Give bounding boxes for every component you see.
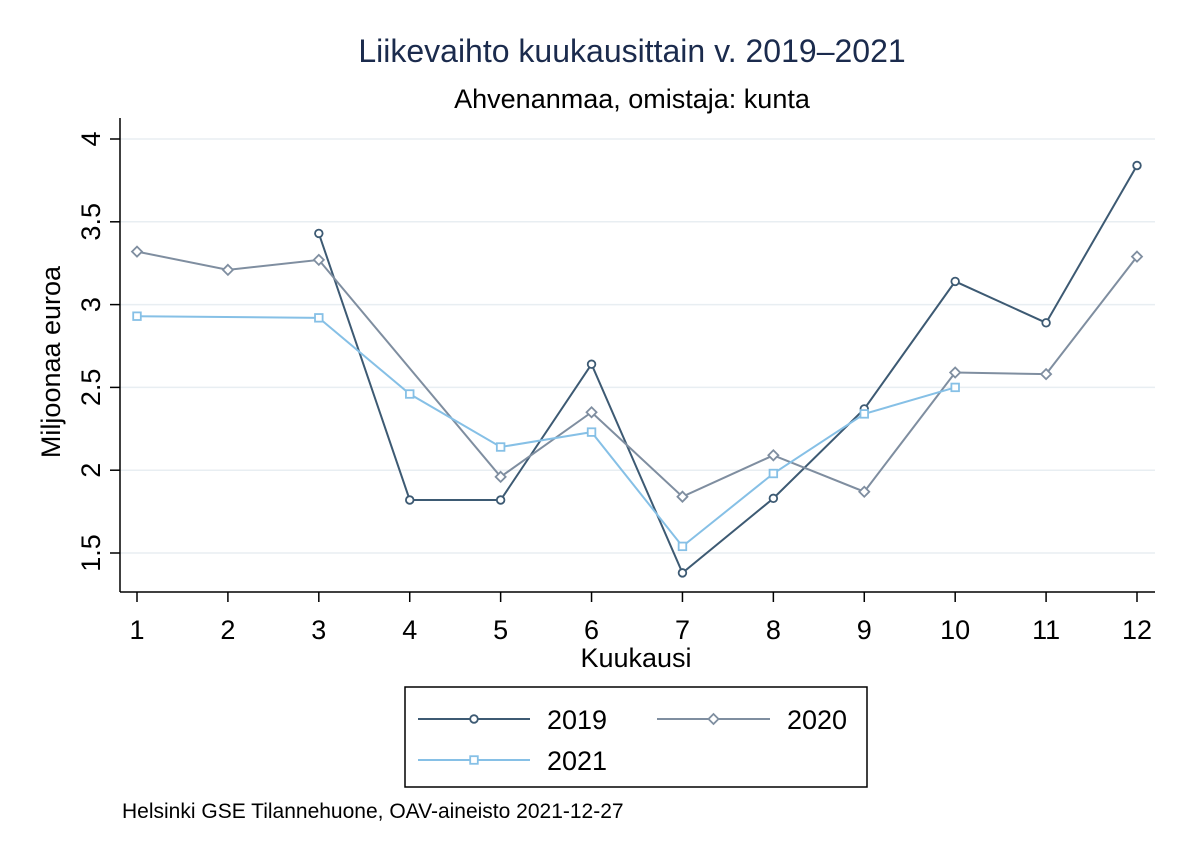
- x-tick-label: 6: [584, 615, 599, 645]
- y-tick-label: 3: [76, 297, 106, 312]
- data-point-2020: [221, 263, 235, 277]
- data-point-2020: [676, 490, 689, 503]
- chart-subtitle: Ahvenanmaa, omistaja: kunta: [454, 84, 811, 114]
- x-tick-label: 7: [675, 615, 690, 645]
- legend-marker-2020: [707, 712, 720, 726]
- series-line-2019: [317, 164, 1138, 575]
- y-tick-label: 2.5: [76, 369, 106, 407]
- x-axis-title: Kuukausi: [580, 643, 691, 673]
- legend-marker-2019: [469, 714, 479, 724]
- data-point-2020: [130, 245, 144, 258]
- x-tick-label: 5: [493, 615, 508, 645]
- y-tick-label: 2: [76, 463, 106, 478]
- data-point-2020: [857, 485, 871, 499]
- data-point-2021: [405, 389, 415, 399]
- data-point-2019: [495, 495, 506, 505]
- chart-title: Liikevaihto kuukausittain v. 2019–2021: [358, 33, 905, 69]
- grid-lines: [120, 138, 1155, 554]
- data-point-2019: [950, 276, 960, 287]
- data-point-2021: [586, 427, 597, 437]
- series-line-2020: [136, 250, 1138, 498]
- series-group: [130, 160, 1144, 578]
- data-point-2020: [494, 470, 507, 484]
- data-point-2021: [495, 442, 506, 452]
- x-tick-label: 12: [1122, 615, 1152, 645]
- data-point-2020: [767, 449, 780, 462]
- data-point-2021: [314, 313, 324, 323]
- data-point-2020: [312, 253, 326, 267]
- data-point-2021: [677, 541, 688, 552]
- data-point-2019: [314, 228, 324, 239]
- x-tick-label: 4: [402, 615, 417, 645]
- data-point-2019: [1132, 160, 1142, 171]
- legend-box: [404, 686, 868, 788]
- data-point-2021: [768, 468, 779, 479]
- data-point-2021: [859, 409, 869, 419]
- legend-label-2021: 2021: [547, 746, 607, 776]
- y-tick-label: 4: [76, 131, 106, 146]
- data-point-2020: [1039, 367, 1053, 381]
- legend-marker-2021: [469, 755, 479, 765]
- legend: 2019 2020 2021: [404, 686, 868, 788]
- data-point-2020: [1130, 250, 1144, 263]
- y-axis-title: Miljoonaa euroa: [36, 265, 66, 458]
- legend-label-2020: 2020: [787, 705, 847, 735]
- legend-label-2019: 2019: [547, 705, 607, 735]
- x-tick-label: 9: [857, 615, 872, 645]
- data-point-2020: [948, 366, 962, 379]
- data-point-2019: [677, 568, 688, 578]
- data-point-2019: [768, 493, 779, 504]
- x-tick-label: 1: [129, 615, 144, 645]
- data-point-2021: [132, 311, 142, 321]
- source-note: Helsinki GSE Tilannehuone, OAV-aineisto …: [122, 800, 624, 823]
- x-tick-label: 10: [940, 615, 970, 645]
- data-point-2019: [405, 495, 415, 505]
- data-point-2019: [586, 359, 597, 369]
- y-tick-label: 1.5: [76, 534, 106, 572]
- x-tick-label: 2: [220, 615, 235, 645]
- x-tick-label: 11: [1032, 615, 1060, 645]
- data-point-2021: [950, 382, 960, 393]
- x-tick-label: 3: [311, 615, 326, 645]
- data-point-2019: [1041, 318, 1051, 328]
- y-tick-label: 3.5: [76, 203, 106, 241]
- axes: 1.522.533.541 2 3 4 5 6 7 8 9 10 11 12: [76, 118, 1155, 645]
- x-tick-label: 8: [766, 615, 781, 645]
- data-point-2020: [585, 405, 598, 419]
